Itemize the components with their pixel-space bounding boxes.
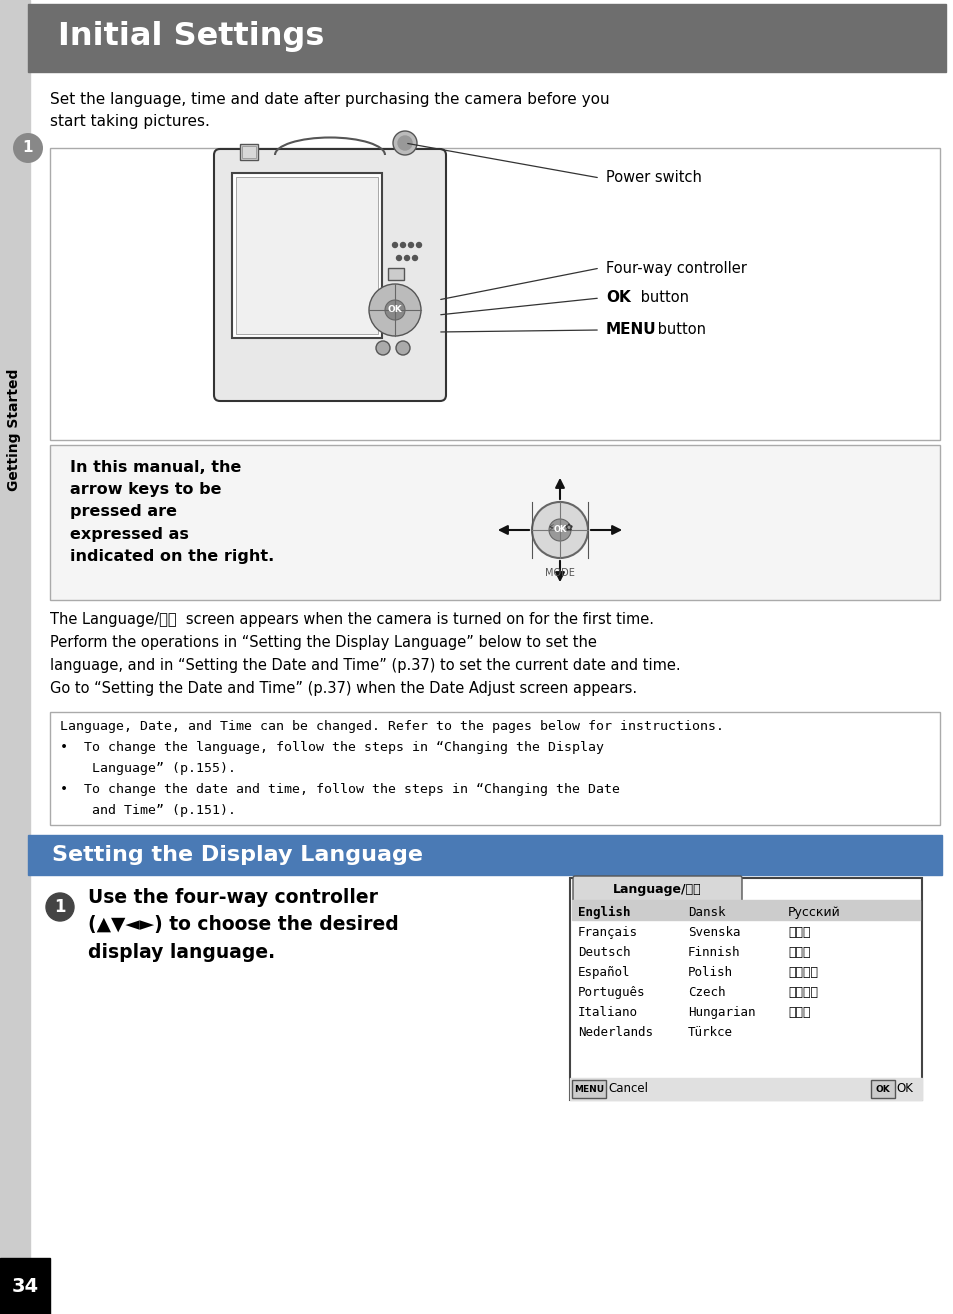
Text: Four-way controller: Four-way controller bbox=[605, 260, 746, 276]
Text: Cancel: Cancel bbox=[607, 1083, 647, 1096]
Text: 1: 1 bbox=[54, 897, 66, 916]
Text: 日本語: 日本語 bbox=[787, 1007, 810, 1018]
Bar bbox=[0, 0, 30, 1314]
Text: MENU: MENU bbox=[574, 1084, 603, 1093]
Text: Français: Français bbox=[578, 926, 638, 940]
Text: 中文简体: 中文简体 bbox=[787, 986, 817, 999]
Text: and Time” (p.151).: and Time” (p.151). bbox=[60, 804, 235, 817]
Text: 中文繁體: 中文繁體 bbox=[787, 966, 817, 979]
Circle shape bbox=[13, 133, 43, 163]
Bar bbox=[50, 712, 939, 825]
Circle shape bbox=[400, 243, 405, 247]
Text: Português: Português bbox=[578, 986, 645, 999]
Circle shape bbox=[385, 300, 405, 321]
Text: 1: 1 bbox=[23, 141, 33, 155]
Text: button: button bbox=[636, 290, 688, 305]
FancyBboxPatch shape bbox=[870, 1080, 894, 1099]
Text: Español: Español bbox=[578, 966, 630, 979]
Text: ⚡: ⚡ bbox=[547, 523, 554, 533]
Circle shape bbox=[404, 255, 409, 260]
Bar bbox=[50, 148, 939, 440]
Text: ไทย: ไทย bbox=[787, 926, 810, 940]
Text: OK: OK bbox=[895, 1083, 912, 1096]
Circle shape bbox=[548, 519, 571, 541]
Text: Dansk: Dansk bbox=[687, 905, 724, 918]
Bar bbox=[28, 4, 945, 72]
Text: Русский: Русский bbox=[787, 905, 840, 918]
Text: •  To change the date and time, follow the steps in “Changing the Date: • To change the date and time, follow th… bbox=[60, 783, 619, 796]
Text: MENU: MENU bbox=[605, 322, 656, 338]
Text: In this manual, the
arrow keys to be
pressed are
expressed as
indicated on the r: In this manual, the arrow keys to be pre… bbox=[70, 460, 274, 564]
Bar bbox=[242, 146, 255, 158]
Text: Language” (p.155).: Language” (p.155). bbox=[60, 762, 235, 775]
Text: English: English bbox=[578, 905, 630, 918]
Circle shape bbox=[375, 342, 390, 355]
Bar bbox=[50, 445, 939, 600]
FancyBboxPatch shape bbox=[213, 148, 446, 401]
Text: Use the four-way controller
(▲▼◄►) to choose the desired
display language.: Use the four-way controller (▲▼◄►) to ch… bbox=[88, 888, 398, 962]
Text: Italiano: Italiano bbox=[578, 1007, 638, 1018]
Text: Polish: Polish bbox=[687, 966, 732, 979]
Circle shape bbox=[396, 255, 401, 260]
Text: MODE: MODE bbox=[544, 568, 575, 578]
Circle shape bbox=[392, 243, 397, 247]
Text: Svenska: Svenska bbox=[687, 926, 740, 940]
FancyBboxPatch shape bbox=[572, 1080, 605, 1099]
Text: OK: OK bbox=[605, 290, 630, 305]
Circle shape bbox=[395, 342, 410, 355]
Text: 한국어: 한국어 bbox=[787, 946, 810, 959]
Circle shape bbox=[46, 894, 74, 921]
Text: Getting Started: Getting Started bbox=[7, 369, 21, 491]
Circle shape bbox=[397, 137, 412, 150]
Text: Finnish: Finnish bbox=[687, 946, 740, 959]
Text: button: button bbox=[652, 322, 705, 338]
FancyBboxPatch shape bbox=[573, 876, 741, 901]
Circle shape bbox=[393, 131, 416, 155]
Text: Language, Date, and Time can be changed. Refer to the pages below for instructio: Language, Date, and Time can be changed.… bbox=[60, 720, 723, 733]
Bar bbox=[388, 268, 403, 280]
Circle shape bbox=[408, 243, 413, 247]
Text: OK: OK bbox=[553, 526, 566, 535]
Bar bbox=[28, 834, 941, 875]
Text: Language/言語: Language/言語 bbox=[613, 883, 701, 896]
Text: Set the language, time and date after purchasing the camera before you
start tak: Set the language, time and date after pu… bbox=[50, 92, 609, 129]
Text: Initial Settings: Initial Settings bbox=[58, 21, 324, 51]
Text: •  To change the language, follow the steps in “Changing the Display: • To change the language, follow the ste… bbox=[60, 741, 603, 754]
Text: OK: OK bbox=[875, 1084, 889, 1093]
Text: Hungarian: Hungarian bbox=[687, 1007, 755, 1018]
Text: OK: OK bbox=[387, 305, 402, 314]
Text: Setting the Display Language: Setting the Display Language bbox=[52, 845, 422, 865]
Text: language, and in “Setting the Date and Time” (p.37) to set the current date and : language, and in “Setting the Date and T… bbox=[50, 658, 679, 673]
Text: Perform the operations in “Setting the Display Language” below to set the: Perform the operations in “Setting the D… bbox=[50, 635, 597, 650]
Circle shape bbox=[532, 502, 587, 558]
Text: Power switch: Power switch bbox=[605, 171, 701, 185]
Circle shape bbox=[412, 255, 417, 260]
Bar bbox=[235, 177, 377, 334]
Text: The Language/言語  screen appears when the camera is turned on for the first time.: The Language/言語 screen appears when the … bbox=[50, 612, 654, 627]
Bar bbox=[569, 878, 921, 1100]
Bar bbox=[232, 173, 381, 338]
Bar bbox=[240, 145, 257, 160]
Text: Czech: Czech bbox=[687, 986, 724, 999]
Bar bbox=[569, 1077, 921, 1100]
Text: ✿: ✿ bbox=[564, 523, 573, 533]
Circle shape bbox=[416, 243, 421, 247]
Bar bbox=[572, 900, 919, 920]
Text: 34: 34 bbox=[11, 1276, 38, 1296]
Text: Türkce: Türkce bbox=[687, 1026, 732, 1039]
Text: Nederlands: Nederlands bbox=[578, 1026, 652, 1039]
Circle shape bbox=[369, 284, 420, 336]
Text: Go to “Setting the Date and Time” (p.37) when the Date Adjust screen appears.: Go to “Setting the Date and Time” (p.37)… bbox=[50, 681, 637, 696]
Bar bbox=[0, 1257, 50, 1314]
Text: Deutsch: Deutsch bbox=[578, 946, 630, 959]
